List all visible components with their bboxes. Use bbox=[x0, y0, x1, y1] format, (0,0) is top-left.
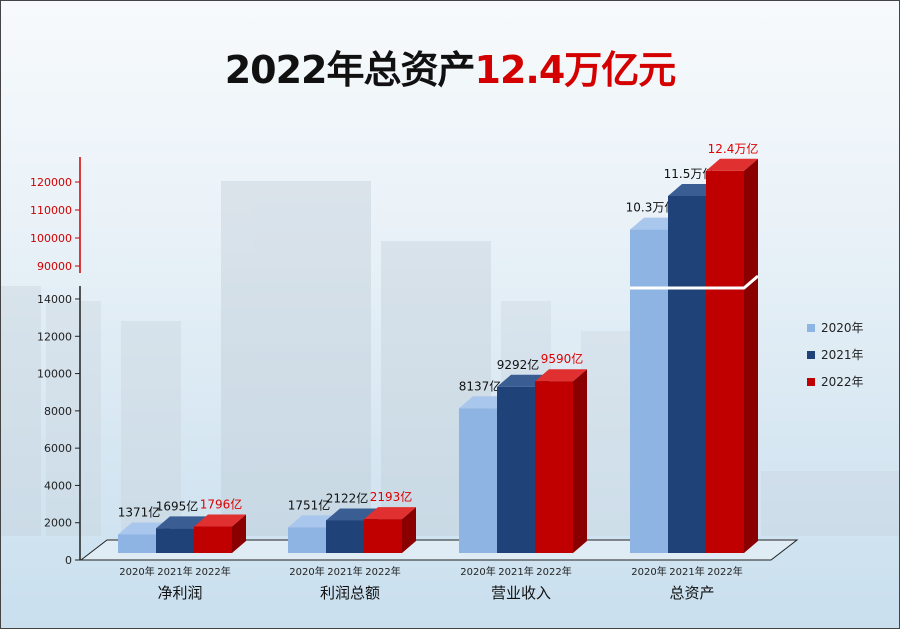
bar bbox=[706, 170, 744, 554]
data-label: 1796亿 bbox=[200, 497, 243, 512]
chart-title: 2022年总资产12.4万亿元 bbox=[1, 39, 899, 94]
legend-label: 2020年 bbox=[821, 321, 864, 335]
legend-label: 2022年 bbox=[821, 375, 864, 389]
x-category-label: 利润总额 bbox=[320, 584, 380, 602]
data-label: 8137亿 bbox=[459, 378, 502, 393]
data-label: 1751亿 bbox=[288, 497, 331, 512]
bar bbox=[118, 534, 156, 553]
y-tick-label-lower: 14000 bbox=[37, 293, 72, 306]
y-tick-label-lower: 0 bbox=[65, 554, 72, 567]
x-sub-label: 2020年 bbox=[631, 565, 666, 578]
bar bbox=[156, 528, 194, 553]
bar bbox=[326, 520, 364, 553]
bar bbox=[535, 381, 573, 553]
x-sub-label: 2020年 bbox=[460, 565, 495, 578]
data-label: 11.5万亿 bbox=[664, 166, 715, 181]
axis-break-mark bbox=[630, 274, 759, 290]
data-label: 12.4万亿 bbox=[708, 141, 759, 156]
bar bbox=[630, 229, 668, 553]
x-category-label: 总资产 bbox=[669, 584, 714, 602]
bar-top bbox=[194, 514, 246, 527]
bar-top bbox=[535, 369, 587, 382]
y-tick-label-upper: 100000 bbox=[30, 232, 72, 245]
bar-top bbox=[364, 507, 416, 520]
x-sub-label: 2021年 bbox=[157, 565, 192, 578]
y-tick-label-lower: 4000 bbox=[44, 479, 72, 492]
data-label: 2122亿 bbox=[326, 490, 369, 505]
background-skyline bbox=[1, 181, 899, 536]
title-highlight: 12.4万亿元 bbox=[474, 48, 677, 92]
legend-swatch bbox=[807, 324, 815, 332]
bar-top bbox=[326, 508, 378, 521]
x-sub-label: 2022年 bbox=[707, 565, 742, 578]
data-label: 9590亿 bbox=[541, 351, 584, 366]
chart-floor bbox=[79, 539, 799, 561]
bar-side bbox=[744, 158, 758, 554]
bar bbox=[288, 527, 326, 553]
bar bbox=[668, 196, 706, 553]
bar bbox=[364, 519, 402, 553]
bar bbox=[194, 526, 232, 553]
x-sub-label: 2021年 bbox=[327, 565, 362, 578]
legend-swatch bbox=[807, 351, 815, 359]
y-tick-label-upper: 120000 bbox=[30, 176, 72, 189]
title-prefix: 2022年总资产 bbox=[224, 48, 476, 92]
x-sub-label: 2020年 bbox=[119, 565, 154, 578]
x-sub-label: 2022年 bbox=[536, 565, 571, 578]
data-label: 1371亿 bbox=[118, 504, 161, 519]
x-sub-label: 2020年 bbox=[289, 565, 324, 578]
y-tick-label-lower: 10000 bbox=[37, 368, 72, 381]
bar bbox=[459, 408, 497, 553]
legend-swatch bbox=[807, 378, 815, 386]
y-tick-label-lower: 12000 bbox=[37, 330, 72, 343]
data-label: 1695亿 bbox=[156, 498, 199, 513]
bar-top bbox=[156, 516, 208, 529]
data-label: 9292亿 bbox=[497, 357, 540, 372]
bar-side bbox=[232, 514, 246, 553]
y-tick-label-lower: 8000 bbox=[44, 405, 72, 418]
y-tick-label-upper: 90000 bbox=[37, 260, 72, 273]
data-label: 2193亿 bbox=[370, 489, 413, 504]
bar-top bbox=[706, 158, 758, 171]
bar-side bbox=[402, 507, 416, 553]
y-tick-label-upper: 110000 bbox=[30, 204, 72, 217]
y-tick-label-lower: 2000 bbox=[44, 517, 72, 530]
x-category-label: 净利润 bbox=[157, 584, 202, 602]
x-category-label: 营业收入 bbox=[491, 584, 551, 602]
x-sub-label: 2021年 bbox=[498, 565, 533, 578]
data-label: 10.3万亿 bbox=[626, 200, 677, 215]
x-sub-label: 2021年 bbox=[669, 565, 704, 578]
x-sub-label: 2022年 bbox=[365, 565, 400, 578]
bar-side bbox=[573, 369, 587, 553]
y-tick-label-lower: 6000 bbox=[44, 442, 72, 455]
bar bbox=[497, 386, 535, 553]
legend-label: 2021年 bbox=[821, 348, 864, 362]
x-sub-label: 2022年 bbox=[195, 565, 230, 578]
